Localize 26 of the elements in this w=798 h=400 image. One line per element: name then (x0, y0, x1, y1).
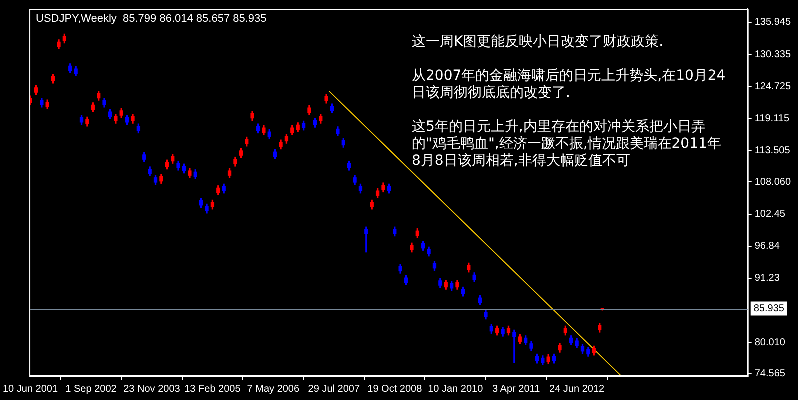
x-tick-label: 10 Jan 2010 (428, 384, 484, 395)
y-tick-label: 80.010 (754, 337, 786, 348)
x-tick-label: 1 Sep 2002 (66, 384, 118, 395)
x-tick-label: 7 May 2006 (247, 384, 300, 395)
y-tick-label: 102.45 (754, 209, 786, 220)
x-tick-label: 24 Jun 2012 (550, 384, 606, 395)
y-tick-label: 74.565 (754, 368, 786, 380)
x-tick-label: 23 Nov 2003 (124, 384, 181, 395)
y-tick-label: 119.115 (754, 114, 790, 125)
x-tick-label: 10 Jun 2001 (2, 384, 58, 395)
x-tick-label: 19 Oct 2008 (368, 384, 423, 395)
y-tick-label: 96.84 (754, 241, 780, 252)
y-tick-label: 135.945 (754, 17, 792, 28)
y-tick-label: 108.060 (754, 176, 792, 188)
chart-title: USDJPY,Weekly 85.799 86.014 85.657 85.935 (36, 13, 267, 25)
y-tick-label: 91.23 (754, 273, 780, 284)
x-tick-label: 29 Jul 2007 (308, 384, 360, 395)
x-tick-label: 3 Apr 2011 (492, 384, 541, 395)
x-tick-label: 13 Feb 2005 (184, 384, 242, 395)
annotation: 这一周K图更能反映小日改变了财政政策. (412, 34, 665, 51)
y-tick-label: 130.335 (754, 49, 792, 60)
ref-line-label: 85.935 (754, 304, 785, 315)
annotation: 从2007年的金融海啸后的日元上升势头,在10月24日该周彻彻底底的改变了. (412, 68, 727, 102)
annotation: 这5年的日元上升,内里存在的对冲关系把小日弄的"鸡毛鸭血",经济一蹶不振,情况跟美瑞在2011年8月8日该周相若,非得大幅贬值不可 (412, 119, 722, 170)
y-tick-label: 113.505 (754, 146, 791, 157)
y-tick-label: 124.725 (754, 81, 792, 92)
